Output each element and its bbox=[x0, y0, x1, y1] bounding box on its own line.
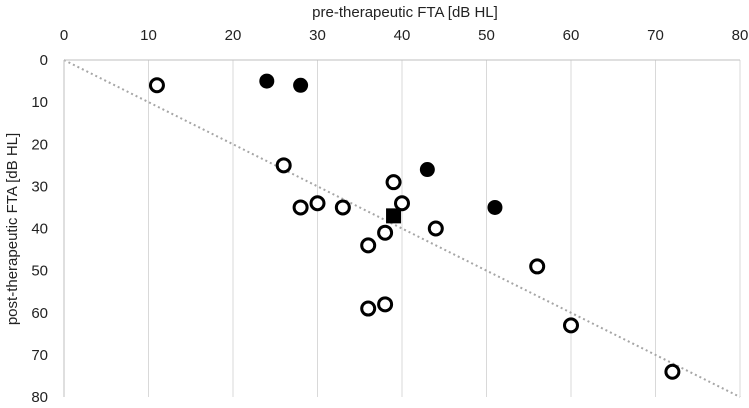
data-point-open-circle bbox=[664, 363, 681, 380]
y-tick-label: 60 bbox=[31, 305, 48, 322]
data-point-open-circle bbox=[385, 174, 402, 191]
reference-line-group bbox=[63, 59, 741, 398]
x-tick-label: 20 bbox=[225, 27, 242, 44]
reference-line bbox=[63, 59, 741, 398]
data-point-open-circle bbox=[394, 195, 410, 212]
y-tick-label: 70 bbox=[31, 347, 48, 364]
y-tick-label: 20 bbox=[31, 136, 48, 153]
data-point-open-circle bbox=[563, 317, 579, 334]
data-point-open-circle bbox=[360, 237, 377, 254]
y-tick-label: 30 bbox=[31, 178, 48, 195]
x-tick-label: 30 bbox=[309, 27, 326, 44]
y-axis-title: post-therapeutic FTA [dB HL] bbox=[4, 133, 21, 325]
x-tick-label: 70 bbox=[647, 27, 664, 44]
data-point-open-circle bbox=[148, 77, 165, 94]
data-point-filled-circle bbox=[419, 162, 435, 178]
data-point-open-circle bbox=[309, 195, 326, 212]
data-point-open-circle bbox=[377, 296, 394, 313]
data-points bbox=[148, 73, 681, 380]
data-point-open-circle bbox=[292, 199, 309, 216]
x-tick-label: 40 bbox=[394, 27, 411, 44]
x-axis-title: pre-therapeutic FTA [dB HL] bbox=[312, 4, 498, 21]
data-point-open-circle bbox=[334, 199, 351, 216]
data-point-filled-circle bbox=[259, 73, 275, 89]
data-point-filled-square bbox=[386, 208, 402, 224]
x-tick-label: 80 bbox=[732, 27, 749, 44]
data-point-open-circle bbox=[377, 224, 394, 241]
x-tick-label: 10 bbox=[140, 27, 157, 44]
data-point-open-circle bbox=[529, 258, 546, 275]
data-point-open-circle bbox=[427, 220, 444, 237]
y-tick-label: 0 bbox=[40, 52, 48, 69]
gridlines bbox=[148, 60, 741, 397]
y-tick-labels: 0 10 20 30 40 50 60 70 80 bbox=[31, 52, 48, 406]
axes bbox=[63, 59, 740, 397]
data-point-open-circle bbox=[360, 300, 377, 317]
data-point-filled-circle bbox=[293, 77, 309, 93]
y-tick-label: 80 bbox=[31, 389, 48, 406]
data-point-open-circle bbox=[275, 157, 292, 174]
x-tick-labels: 0 10 20 30 40 50 60 70 80 bbox=[60, 27, 749, 44]
data-point-filled-circle bbox=[487, 199, 503, 215]
x-tick-label: 0 bbox=[60, 27, 68, 44]
y-tick-label: 40 bbox=[31, 221, 48, 238]
y-tick-label: 50 bbox=[31, 263, 48, 280]
y-tick-label: 10 bbox=[31, 94, 48, 111]
x-tick-label: 50 bbox=[478, 27, 495, 44]
x-tick-label: 60 bbox=[563, 27, 580, 44]
